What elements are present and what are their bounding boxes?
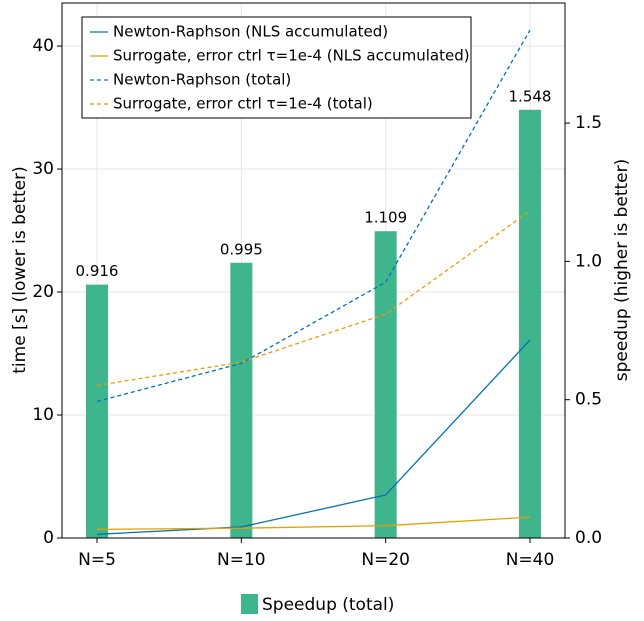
line [96,339,531,535]
legend-label: Newton-Raphson (NLS accumulated) [113,23,388,41]
x-tick-label: N=10 [217,550,266,570]
x-tick-label: N=40 [506,550,555,570]
value-label: 0.916 [76,262,119,280]
legend-label: Newton-Raphson (total) [113,71,291,89]
line [96,516,531,531]
y2-tick-label: 0.0 [575,528,602,548]
y-tick-label: 20 [32,282,54,302]
bar [86,284,108,538]
legend-box [81,16,472,119]
x-tick-label: N=5 [78,550,116,570]
bar [519,109,541,539]
line [96,210,531,387]
y-tick-label: 30 [32,159,54,179]
legend-label: Speedup (total) [262,595,394,615]
y2-tick-label: 1.5 [575,113,602,133]
y2-axis-label: speedup (higher is better) [612,159,632,382]
value-label: 1.548 [509,87,552,105]
x-tick-label: N=20 [361,550,410,570]
y2-tick-label: 1.0 [575,251,602,271]
bar [374,231,397,538]
y-tick-label: 0 [43,528,54,548]
plot-frame [61,2,566,539]
line [96,29,531,403]
y2-tick-label: 0.5 [575,390,602,410]
value-label: 0.995 [220,240,263,258]
value-label: 1.109 [364,209,407,227]
y-axis-label: time [s] (lower is better) [10,166,30,374]
legend-label: Surrogate, error ctrl τ=1e-4 (NLS accumu… [113,47,470,65]
bar [230,262,253,538]
y-tick-label: 10 [32,405,54,425]
y-tick-label: 40 [32,36,54,56]
legend-label: Surrogate, error ctrl τ=1e-4 (total) [113,95,373,113]
legend-key [241,594,258,614]
